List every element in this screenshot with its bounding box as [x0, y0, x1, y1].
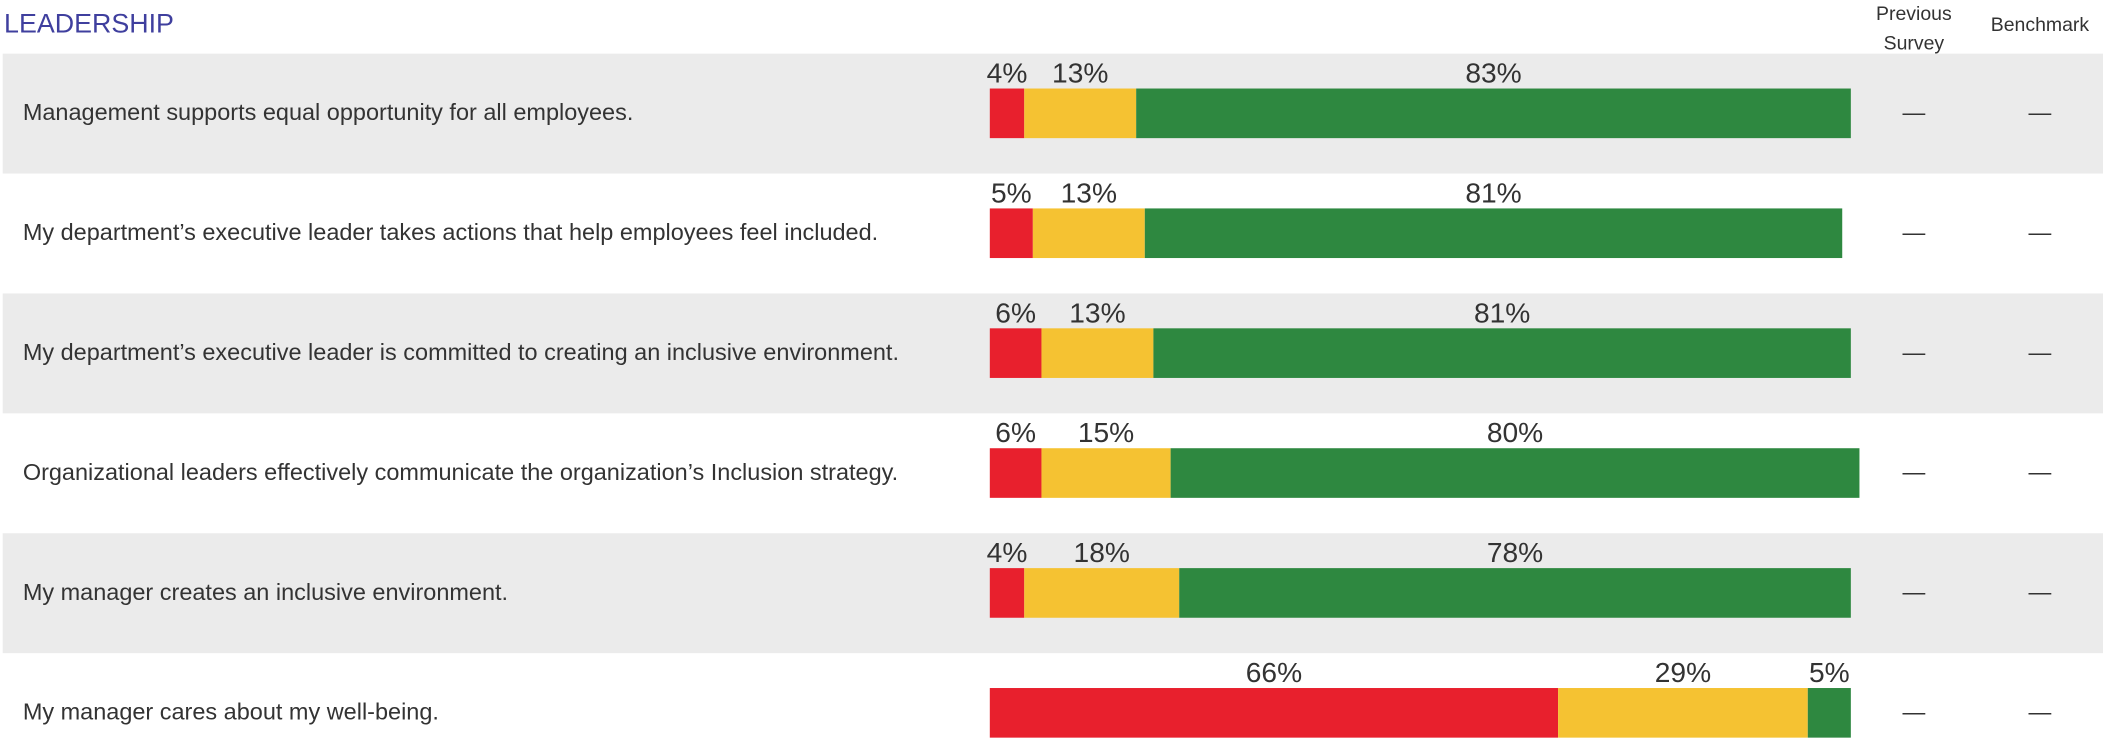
- column-value: —: [2029, 459, 2052, 485]
- column-value: —: [2029, 219, 2052, 245]
- value-label: 4%: [987, 537, 1028, 568]
- row-label: My department’s executive leader takes a…: [23, 219, 878, 245]
- value-label: 6%: [995, 297, 1036, 328]
- bar-segment: [1179, 568, 1851, 618]
- value-label: 4%: [987, 58, 1028, 89]
- column-value: —: [1902, 99, 1925, 125]
- column-value: —: [1902, 579, 1925, 605]
- column-value: —: [1902, 459, 1925, 485]
- bar-segment: [1041, 448, 1171, 498]
- bar-segment: [1807, 688, 1851, 738]
- column-value: —: [1902, 339, 1925, 365]
- column-header: Benchmark: [1990, 14, 2090, 37]
- row-label: My manager cares about my well-being.: [23, 699, 439, 725]
- bar-segment: [1153, 328, 1851, 378]
- bar-segment: [1024, 88, 1137, 139]
- column-value: —: [2029, 339, 2052, 365]
- value-label: 81%: [1465, 177, 1521, 208]
- column-header: Previous Survey: [1876, 4, 1952, 54]
- value-label: 13%: [1052, 58, 1108, 89]
- column-value: —: [2029, 579, 2052, 605]
- row-label: My department’s executive leader is comm…: [23, 339, 899, 365]
- value-label: 5%: [991, 177, 1032, 208]
- value-label: 81%: [1474, 297, 1530, 328]
- bar-segment: [989, 88, 1025, 139]
- value-label: 6%: [995, 417, 1036, 448]
- column-header-text: Previous Survey: [1876, 4, 1952, 54]
- row-label: Organizational leaders effectively commu…: [23, 459, 898, 485]
- column-header-text: Benchmark: [1990, 14, 2090, 37]
- column-value: —: [1902, 219, 1925, 245]
- bar-segment: [989, 688, 1559, 738]
- value-label: 5%: [1809, 657, 1850, 688]
- bar-segment: [1041, 328, 1154, 378]
- bar-segment: [1144, 208, 1843, 259]
- bar-segment: [1170, 448, 1860, 498]
- value-label: 29%: [1655, 657, 1711, 688]
- bar-segment: [989, 328, 1042, 378]
- value-label: 78%: [1487, 537, 1543, 568]
- value-label: 83%: [1465, 58, 1521, 89]
- bar-segment: [1558, 688, 1808, 738]
- column-value: —: [1902, 699, 1925, 725]
- section-title: LEADERSHIP: [4, 9, 174, 39]
- column-value: —: [2029, 699, 2052, 725]
- row-label: Management supports equal opportunity fo…: [23, 99, 634, 125]
- value-label: 13%: [1061, 177, 1117, 208]
- bar-segment: [1032, 208, 1145, 259]
- row-label: My manager creates an inclusive environm…: [23, 579, 508, 605]
- value-label: 66%: [1246, 657, 1302, 688]
- bar-segment: [1136, 88, 1851, 139]
- value-label: 13%: [1069, 297, 1125, 328]
- bar-segment: [989, 568, 1025, 618]
- bar-segment: [989, 448, 1042, 498]
- value-label: 15%: [1078, 417, 1134, 448]
- value-label: 80%: [1487, 417, 1543, 448]
- bar-segment: [989, 208, 1033, 259]
- bar-segment: [1024, 568, 1180, 618]
- value-label: 18%: [1074, 537, 1130, 568]
- column-value: —: [2029, 99, 2052, 125]
